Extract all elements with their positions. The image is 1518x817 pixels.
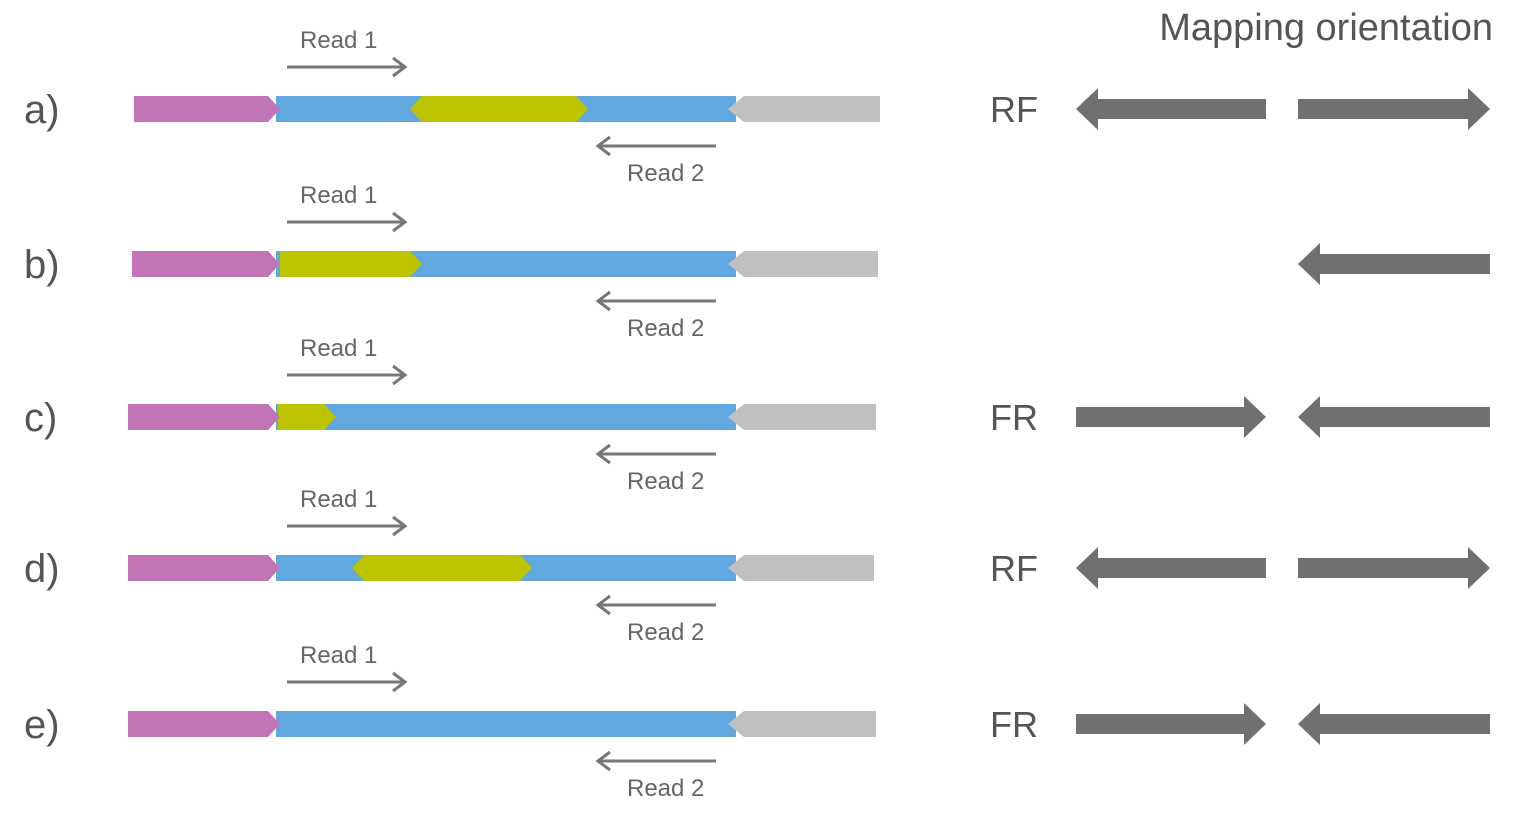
read2-label: Read 2: [627, 468, 704, 495]
row-label: d): [24, 547, 60, 591]
junction-segment: [352, 555, 532, 581]
orientation-arrow-left: [1298, 396, 1490, 438]
read2-arrow: [595, 750, 716, 772]
row-label: e): [24, 703, 60, 747]
read2-arrow: [595, 443, 716, 465]
read2-label: Read 2: [627, 619, 704, 646]
insert-segment: [276, 711, 736, 737]
left-adapter-segment: [128, 555, 280, 581]
read1-arrow: [287, 515, 408, 537]
right-adapter-segment: [728, 711, 876, 737]
orientation-arrow-left: [1076, 88, 1266, 130]
left-adapter-segment: [128, 711, 280, 737]
fragment-rows: a) Read 1 Read 2 RF b) Read 1 Read 2 c) Read 1 Re…: [24, 27, 1490, 802]
orientation-arrow-left: [1076, 547, 1266, 589]
fragment-row: b) Read 1 Read 2: [24, 182, 1490, 342]
junction-segment: [278, 404, 336, 430]
right-adapter-segment: [728, 404, 876, 430]
read1-arrow: [287, 211, 408, 233]
orientation-label: RF: [990, 548, 1038, 589]
read1-label: Read 1: [300, 486, 377, 513]
fragment-row: a) Read 1 Read 2 RF: [24, 27, 1490, 187]
orientation-arrow-left: [1298, 703, 1490, 745]
read1-label: Read 1: [300, 642, 377, 669]
left-adapter-segment: [128, 404, 280, 430]
row-label: b): [24, 243, 60, 287]
read2-arrow: [595, 594, 716, 616]
row-label: a): [24, 88, 60, 132]
left-adapter-segment: [132, 251, 280, 277]
orientation-label: FR: [990, 704, 1038, 745]
right-adapter-segment: [728, 251, 878, 277]
orientation-label: RF: [990, 89, 1038, 130]
fragment-row: e) Read 1 Read 2 FR: [24, 642, 1490, 802]
orientation-arrow-right: [1076, 396, 1266, 438]
read1-label: Read 1: [300, 335, 377, 362]
right-adapter-segment: [728, 96, 880, 122]
left-adapter-segment: [134, 96, 280, 122]
insert-segment: [276, 404, 736, 430]
read1-arrow: [287, 671, 408, 693]
orientation-arrow-right: [1298, 88, 1490, 130]
read2-label: Read 2: [627, 160, 704, 187]
junction-segment: [280, 251, 422, 277]
read1-label: Read 1: [300, 182, 377, 209]
read2-arrow: [595, 135, 716, 157]
fragment-row: c) Read 1 Read 2 FR: [24, 335, 1490, 495]
right-adapter-segment: [728, 555, 874, 581]
read2-arrow: [595, 290, 716, 312]
read1-label: Read 1: [300, 27, 377, 54]
orientation-arrow-right: [1076, 703, 1266, 745]
junction-segment: [410, 96, 588, 122]
orientation-label: FR: [990, 397, 1038, 438]
read2-label: Read 2: [627, 775, 704, 802]
read2-label: Read 2: [627, 315, 704, 342]
row-label: c): [24, 396, 57, 440]
fragment-row: d) Read 1 Read 2 RF: [24, 486, 1490, 646]
read1-arrow: [287, 56, 408, 78]
orientation-arrow-right: [1298, 547, 1490, 589]
read1-arrow: [287, 364, 408, 386]
orientation-arrow-left: [1298, 243, 1490, 285]
mapping-orientation-heading: Mapping orientation: [1159, 7, 1493, 49]
